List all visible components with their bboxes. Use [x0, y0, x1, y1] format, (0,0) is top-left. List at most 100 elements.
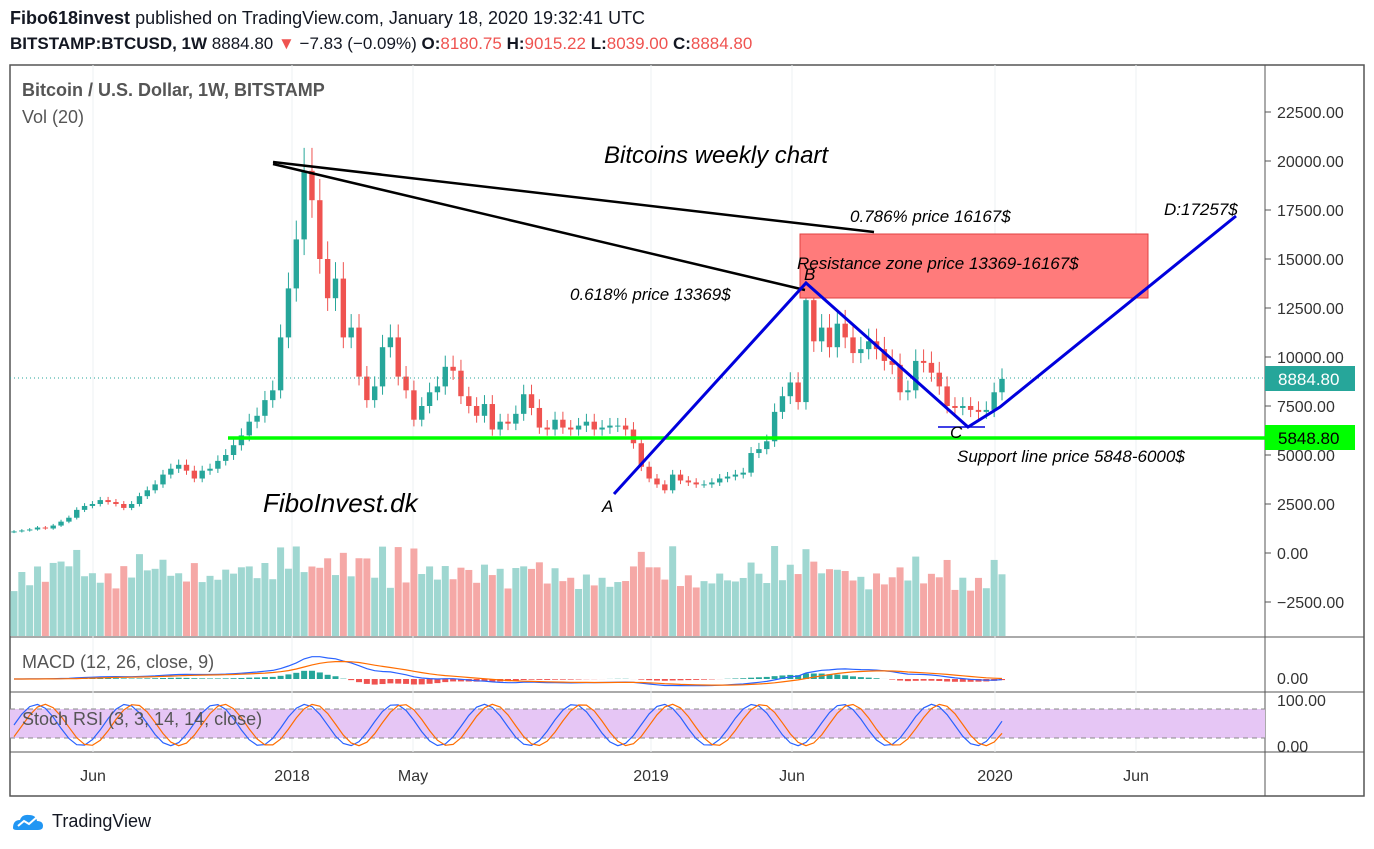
macd-histogram-bar — [159, 677, 166, 679]
candle-body — [952, 406, 958, 408]
macd-histogram-bar — [403, 679, 410, 684]
candle-body — [324, 259, 331, 299]
candle-body — [615, 425, 621, 427]
volume-bar — [504, 588, 512, 636]
point-c-label: C — [950, 423, 963, 442]
stoch-legend[interactable]: Stoch RSI (3, 3, 14, 14, close) — [22, 709, 262, 729]
macd-histogram-bar — [348, 679, 355, 681]
volume-bar — [418, 574, 426, 636]
symbol-header: BITSTAMP:BTCUSD, 1W 8884.80 ▼ −7.83 (−0.… — [10, 34, 752, 54]
candle-body — [520, 394, 527, 414]
last-price: 8884.80 — [211, 34, 274, 53]
time-tick-label: 2019 — [633, 768, 669, 785]
volume-bar — [622, 581, 630, 636]
watermark-text: FiboInvest.dk — [263, 488, 420, 518]
candle-body — [364, 376, 370, 401]
volume-bar — [865, 589, 873, 636]
low-value: 8039.00 — [606, 34, 669, 53]
macd-histogram-bar — [387, 679, 394, 684]
tradingview-brand[interactable]: TradingView — [52, 810, 152, 831]
volume-bar — [535, 562, 543, 636]
candle-body — [638, 443, 645, 467]
volume-bar — [677, 586, 685, 636]
candle-body — [826, 327, 833, 348]
macd-histogram-bar — [395, 679, 402, 684]
macd-histogram-bar — [450, 679, 457, 682]
candle-series[interactable] — [11, 147, 1005, 534]
time-axis[interactable]: Jun 2018 May 2019 Jun 2020 Jun — [80, 768, 1149, 785]
last-price-tag — [1265, 366, 1355, 391]
symbol-name: BITSTAMP:BTCUSD, 1W — [10, 34, 208, 53]
price-axis[interactable]: 22500.00 20000.00 17500.00 15000.00 12500.00… — [1265, 105, 1344, 756]
volume-bar — [794, 574, 802, 636]
candle-body — [756, 449, 762, 454]
candle-body — [717, 478, 723, 483]
time-tick-label: Jun — [80, 768, 106, 785]
macd-legend[interactable]: MACD (12, 26, close, 9) — [22, 652, 214, 672]
author-name[interactable]: Fibo618invest — [10, 8, 131, 28]
volume-bar — [339, 552, 347, 636]
down-arrow-icon: ▼ — [277, 34, 295, 53]
volume-bar — [104, 573, 112, 636]
candle-body — [160, 474, 166, 485]
candle-body — [960, 406, 966, 408]
macd-histogram-bar — [763, 676, 770, 679]
tradingview-logo-icon — [13, 814, 43, 830]
candle-body — [913, 360, 919, 391]
candle-body — [121, 504, 127, 508]
volume-bar — [818, 573, 826, 636]
macd-histogram-bar — [646, 679, 653, 681]
macd-histogram-bar — [732, 678, 739, 679]
volume-bar — [65, 566, 73, 636]
candle-body — [897, 364, 903, 393]
volume-bar — [943, 559, 951, 636]
volume-bar — [331, 575, 339, 636]
open-label: O: — [421, 34, 441, 53]
macd-histogram-bar — [928, 679, 935, 681]
volume-bar — [480, 564, 488, 636]
fib-line-618[interactable] — [272, 162, 806, 292]
volume-bar — [598, 577, 606, 636]
price-tick-label: −2500.00 — [1277, 595, 1344, 612]
volume-bar — [998, 574, 1006, 636]
macd-histogram-bar — [261, 677, 268, 679]
stoch-series — [13, 703, 1003, 747]
candle-body — [81, 505, 88, 510]
volume-bar — [614, 582, 622, 636]
macd-histogram-bar — [748, 677, 755, 679]
main-legend[interactable]: Bitcoin / U.S. Dollar, 1W, BITSTAMP — [22, 80, 325, 100]
candle-body — [505, 421, 511, 424]
candle-body — [748, 453, 754, 473]
volume-series — [10, 546, 1006, 636]
volume-bar — [402, 582, 410, 636]
volume-bar — [700, 581, 708, 636]
tradingview-footer[interactable]: TradingView — [10, 810, 151, 832]
high-label: H: — [506, 34, 525, 53]
volume-bar — [159, 559, 167, 636]
macd-histogram-bar — [457, 679, 464, 682]
volume-bar — [724, 580, 732, 636]
macd-histogram-bar — [230, 678, 237, 679]
point-d-label: D:17257$ — [1164, 200, 1238, 219]
volume-bar — [214, 579, 222, 636]
candle-body — [301, 170, 307, 240]
macd-histogram-bar — [936, 679, 943, 681]
volume-legend[interactable]: Vol (20) — [22, 107, 84, 127]
macd-histogram-bar — [316, 672, 323, 679]
price-tick-label: 7500.00 — [1277, 399, 1335, 416]
volume-bar — [880, 584, 888, 636]
candle-body — [693, 482, 699, 485]
macd-histogram-bar — [552, 679, 559, 680]
resistance-zone[interactable] — [799, 233, 1149, 299]
macd-histogram-bar — [559, 679, 566, 680]
fib-line-786[interactable] — [272, 160, 875, 234]
candle-body — [238, 435, 245, 446]
candle-body — [575, 425, 582, 430]
candle-body — [967, 406, 974, 410]
volume-bar — [371, 577, 379, 636]
candle-body — [865, 341, 872, 350]
macd-histogram-bar — [434, 679, 441, 684]
volume-bar — [559, 581, 567, 636]
fib-786-label: 0.786% price 16167$ — [850, 207, 1011, 226]
